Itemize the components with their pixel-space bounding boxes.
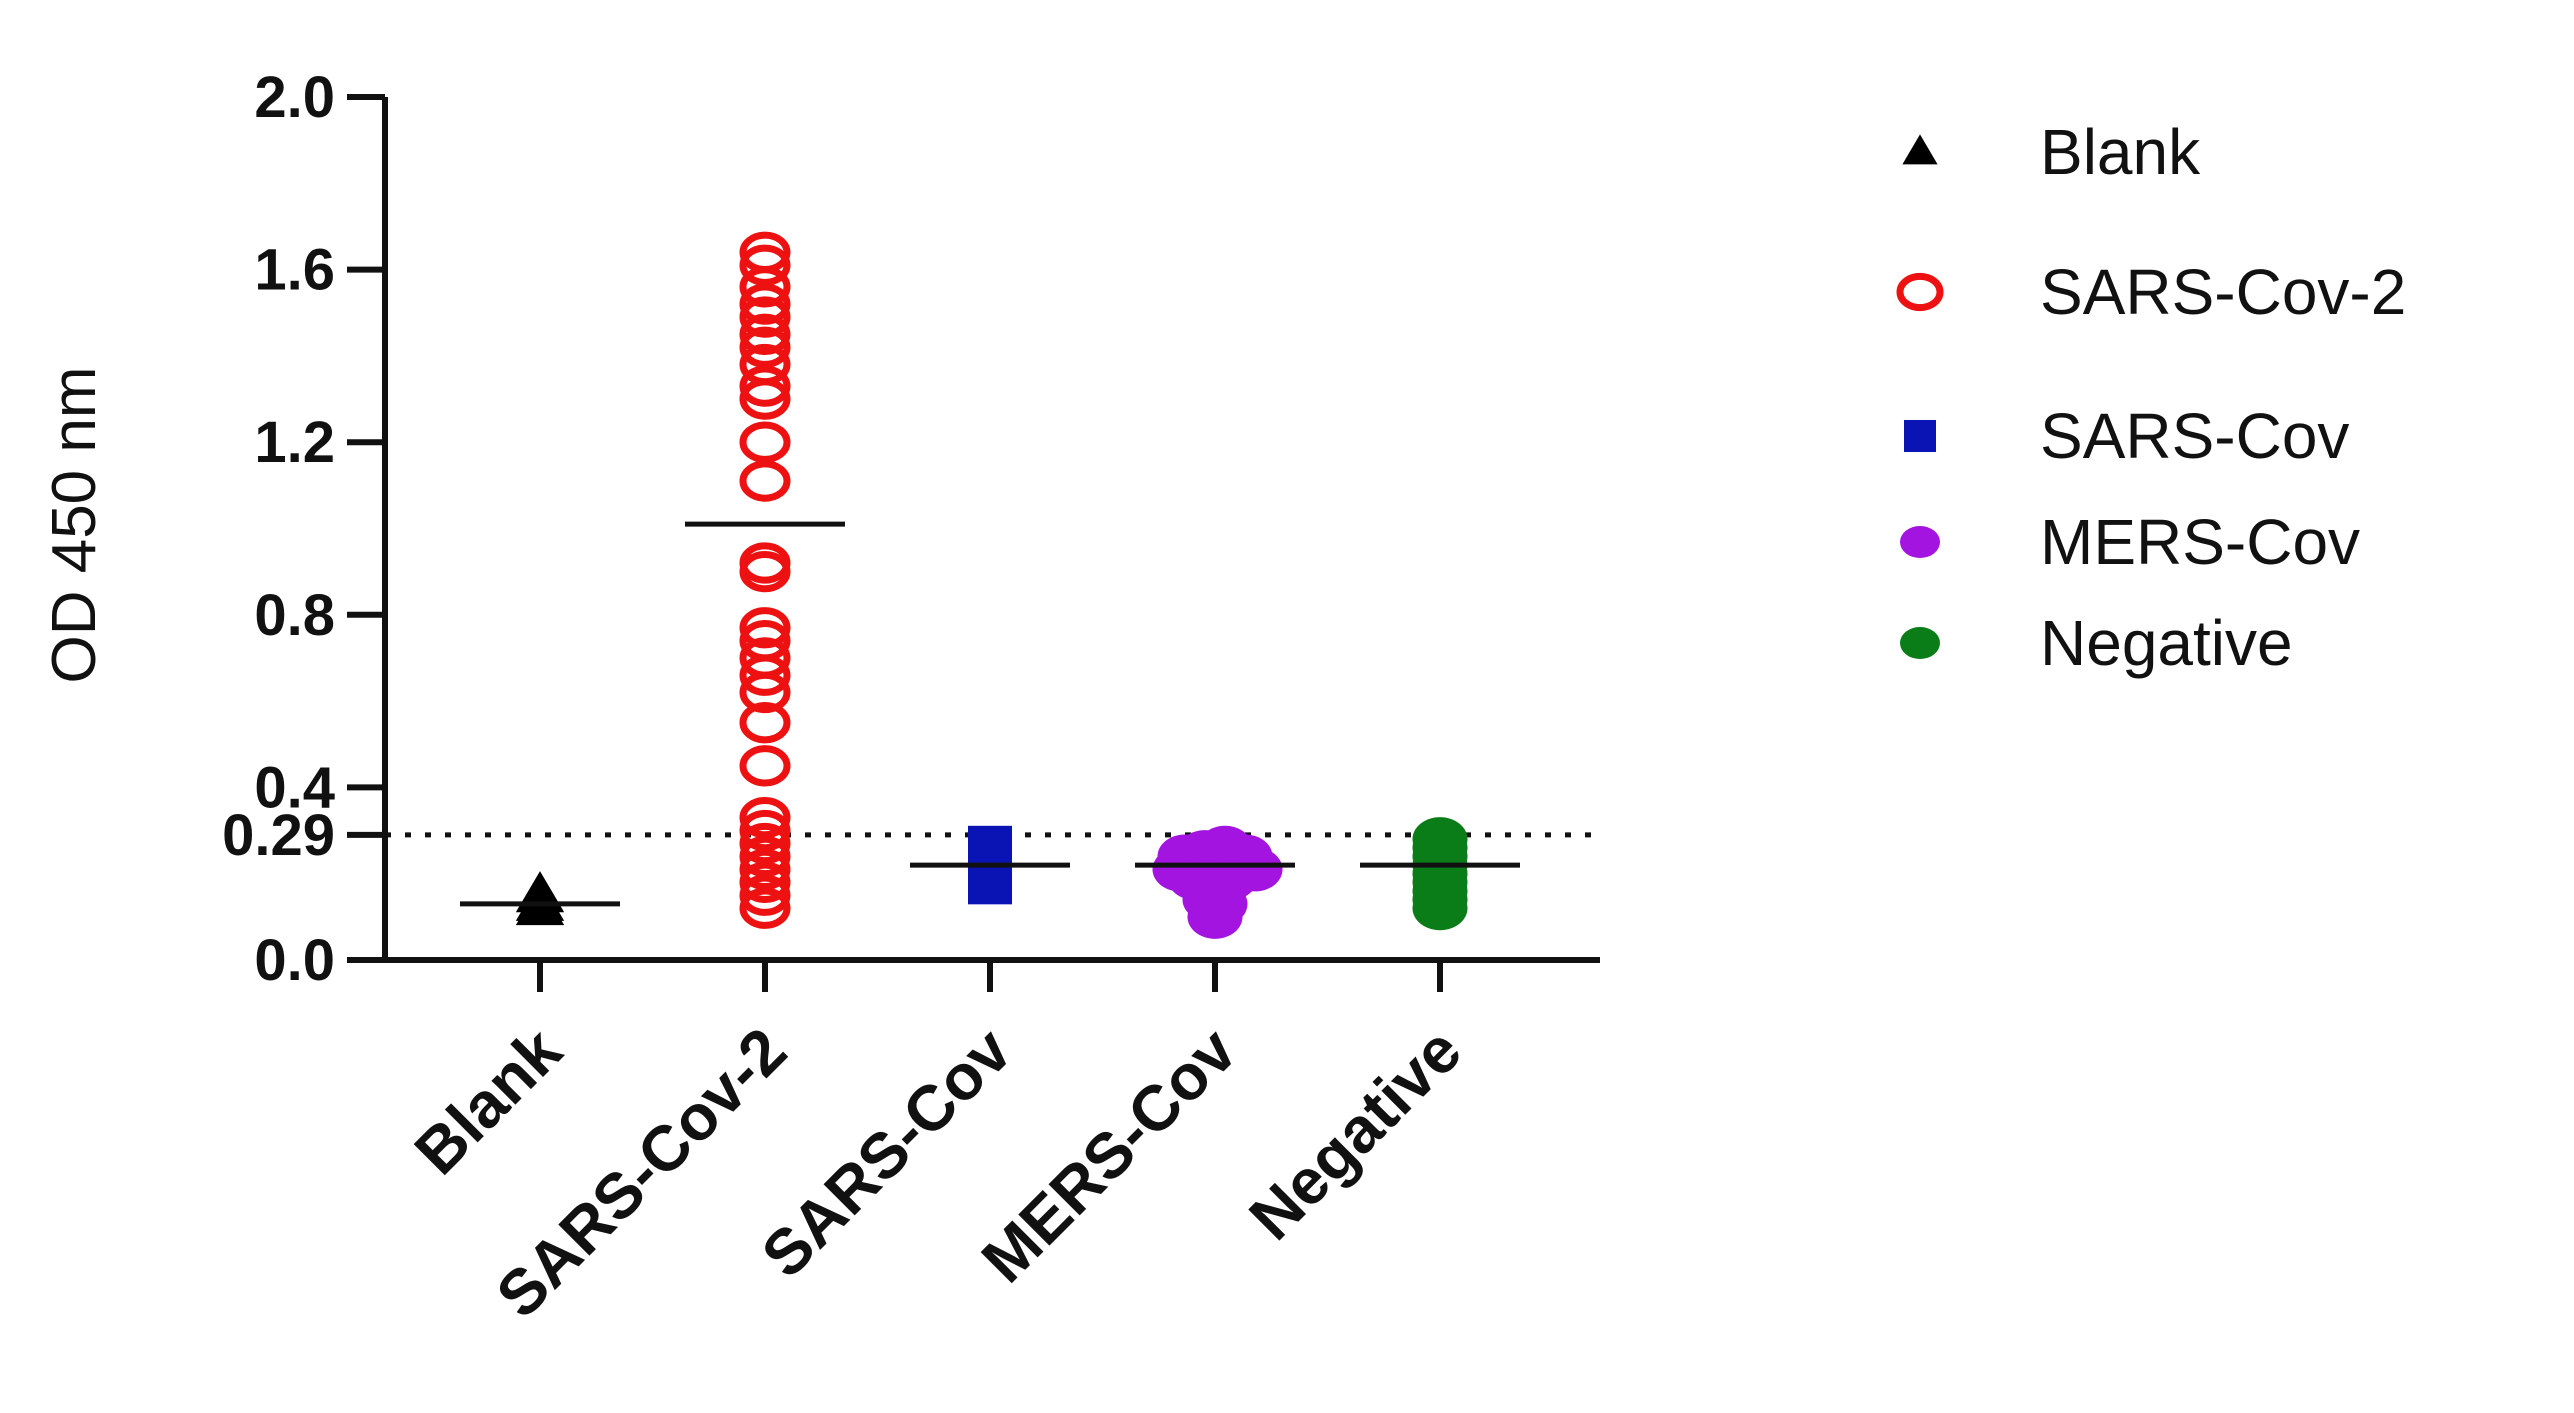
data-point-mers-cov	[1187, 894, 1243, 939]
data-points-layer	[515, 231, 1468, 939]
y-tick-label: 1.2	[254, 410, 335, 475]
y-tick-label: 2.0	[254, 65, 335, 130]
legend-marker-mers-cov	[1900, 526, 1940, 558]
legend-label-blank: Blank	[2040, 116, 2201, 188]
y-axis-label: OD 450 nm	[40, 366, 109, 683]
legend-label-sars-cov-2: SARS-Cov-2	[2040, 256, 2406, 328]
data-point-sars-cov-2	[739, 796, 791, 839]
mean-lines-layer	[460, 521, 1520, 907]
axes: 0.0 0.290.4 0.8 1.2 1.6 2.0	[222, 65, 1600, 993]
y-tick-label: 0.0	[254, 928, 335, 993]
data-point-sars-cov-2	[739, 244, 791, 286]
data-point-sars-cov-2	[739, 365, 791, 407]
data-point-sars-cov-2	[739, 654, 791, 696]
data-point-sars-cov-2	[739, 822, 791, 865]
data-point-sars-cov-2	[739, 421, 791, 463]
y-tick-label: 0.4	[254, 755, 335, 820]
y-tick-label: 0.29	[222, 803, 335, 868]
data-point-sars-cov-2	[739, 283, 791, 325]
legend-label-mers-cov: MERS-Cov	[2040, 506, 2360, 578]
y-tick-label: 0.8	[254, 583, 335, 648]
data-point-sars-cov-2	[739, 378, 791, 420]
data-point-sars-cov-2	[739, 313, 791, 355]
data-point-sars-cov-2	[739, 861, 791, 903]
data-point-sars-cov-2	[739, 835, 791, 878]
data-point-sars-cov-2	[739, 607, 791, 649]
data-point-sars-cov-2	[739, 326, 791, 368]
data-point-sars-cov-2	[739, 887, 791, 929]
data-point-sars-cov-2	[739, 745, 791, 787]
legend-marker-negative	[1900, 627, 1940, 659]
legend-marker-sars-cov-2	[1896, 272, 1944, 312]
data-point-sars-cov-2	[739, 809, 791, 852]
legend: Blank SARS-Cov-2 SARS-Cov MERS-Cov Negative	[1896, 116, 2406, 679]
legend-marker-sars-cov	[1904, 420, 1936, 452]
legend-marker-blank	[1902, 134, 1938, 165]
x-category-label: Negative	[1235, 1014, 1475, 1254]
data-point-sars-cov-2	[739, 550, 791, 593]
x-category-label: Blank	[401, 1014, 575, 1188]
data-point-sars-cov-2	[739, 296, 791, 338]
data-point-sars-cov-2	[739, 671, 791, 714]
y-tick-label: 1.6	[254, 238, 335, 303]
data-point-sars-cov-2	[739, 460, 791, 502]
legend-label-negative: Negative	[2040, 607, 2293, 679]
data-point-sars-cov-2	[739, 848, 791, 891]
data-point-negative	[1412, 886, 1468, 931]
data-point-sars-cov	[968, 860, 1012, 905]
data-point-sars-cov-2	[739, 702, 791, 744]
legend-label-sars-cov: SARS-Cov	[2040, 400, 2349, 472]
data-point-sars-cov-2	[739, 874, 791, 916]
data-point-sars-cov-2	[739, 266, 791, 308]
